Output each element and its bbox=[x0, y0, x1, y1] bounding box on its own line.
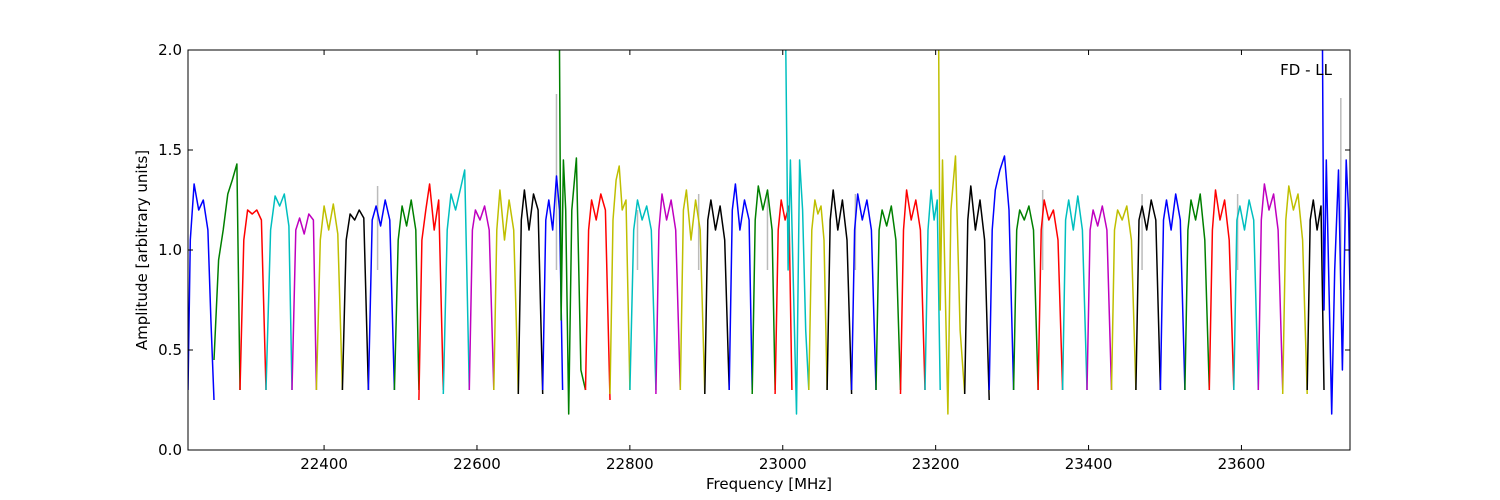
x-tick-label: 22800 bbox=[606, 455, 654, 473]
spectrum-segment-40 bbox=[1135, 199, 1162, 391]
spectrum-segment-4 bbox=[291, 213, 318, 391]
spectrum-segment-18 bbox=[629, 199, 657, 391]
spectrum-segment-38 bbox=[1086, 205, 1113, 391]
spectrum-segment-26 bbox=[808, 199, 828, 391]
spectrum-segment-0 bbox=[188, 183, 215, 401]
spectrum-segment-29 bbox=[875, 205, 902, 391]
x-tick-label: 23600 bbox=[1218, 455, 1266, 473]
axis-ticks: 22400 22600 22800 23000 23200 23400 23600 0.0 0.… bbox=[158, 41, 1350, 473]
spectrum-segment-8 bbox=[393, 199, 420, 391]
spectrum-segment-34 bbox=[988, 155, 1015, 391]
annotation-label: FD - LL bbox=[1280, 61, 1332, 79]
spectrum-segment-7 bbox=[367, 199, 396, 391]
spectrum-segment-1 bbox=[213, 163, 241, 391]
spectrum-segment-43 bbox=[1208, 189, 1235, 391]
spectrum-segment-21 bbox=[704, 199, 730, 395]
spectrum-segment-31 bbox=[924, 189, 941, 391]
x-tick-label: 23200 bbox=[912, 455, 960, 473]
x-tick-label: 23000 bbox=[759, 455, 807, 473]
y-axis-label: Amplitude [arbitrary units] bbox=[133, 150, 151, 350]
spectrum-segment-48 bbox=[1321, 50, 1350, 415]
spectrum-segment-13 bbox=[517, 189, 544, 395]
y-tick-label: 1.5 bbox=[158, 141, 182, 159]
spectrum-segment-5 bbox=[315, 203, 344, 391]
y-tick-label: 0.0 bbox=[158, 441, 182, 459]
spectrum-segment-19 bbox=[655, 193, 682, 395]
spectrum-segment-47 bbox=[1306, 199, 1325, 391]
spectrum-segment-35 bbox=[1012, 205, 1039, 391]
y-tick-label: 2.0 bbox=[158, 41, 182, 59]
spectrum-segment-2 bbox=[239, 209, 267, 391]
spectrum-segment-25 bbox=[785, 50, 810, 415]
spectrum-segment-33 bbox=[963, 185, 990, 401]
spectrum-segment-45 bbox=[1257, 183, 1284, 391]
spectrum-segment-32 bbox=[937, 50, 966, 415]
y-tick-label: 1.0 bbox=[158, 241, 182, 259]
spectrum-segment-14 bbox=[541, 175, 564, 391]
spectrum-segment-30 bbox=[899, 189, 926, 395]
spectrum-segment-16 bbox=[584, 193, 611, 401]
spectrum-segment-11 bbox=[468, 205, 495, 391]
spectrum-segment-41 bbox=[1159, 193, 1186, 391]
y-tick-label: 0.5 bbox=[158, 341, 182, 359]
spectrum-segment-44 bbox=[1233, 199, 1260, 391]
spectrum-segment-42 bbox=[1184, 193, 1211, 391]
x-tick-label: 22400 bbox=[300, 455, 348, 473]
spectrum-segment-9 bbox=[418, 183, 445, 401]
x-tick-label: 23400 bbox=[1065, 455, 1113, 473]
spectrum-segment-10 bbox=[442, 169, 471, 395]
x-axis-label: Frequency [MHz] bbox=[706, 475, 832, 493]
spectrum-segment-37 bbox=[1061, 195, 1088, 391]
spectrum-segment-20 bbox=[679, 189, 706, 395]
spectrum-segment-3 bbox=[265, 193, 293, 391]
spectrum-segment-12 bbox=[493, 189, 520, 395]
spectrum-segment-46 bbox=[1281, 185, 1308, 395]
spectrum-segment-22 bbox=[728, 183, 753, 391]
spectrum-segment-6 bbox=[341, 209, 370, 391]
spectrum-lines bbox=[188, 50, 1350, 415]
spectrum-segment-23 bbox=[751, 185, 776, 395]
spectrum-segment-15 bbox=[558, 50, 587, 415]
spectrum-segment-39 bbox=[1110, 205, 1137, 391]
spectrum-segment-27 bbox=[826, 189, 853, 395]
spectrum-segment-28 bbox=[850, 193, 877, 391]
spectrum-segment-36 bbox=[1037, 199, 1064, 391]
spectrum-segment-17 bbox=[609, 165, 631, 395]
x-tick-label: 22600 bbox=[453, 455, 501, 473]
